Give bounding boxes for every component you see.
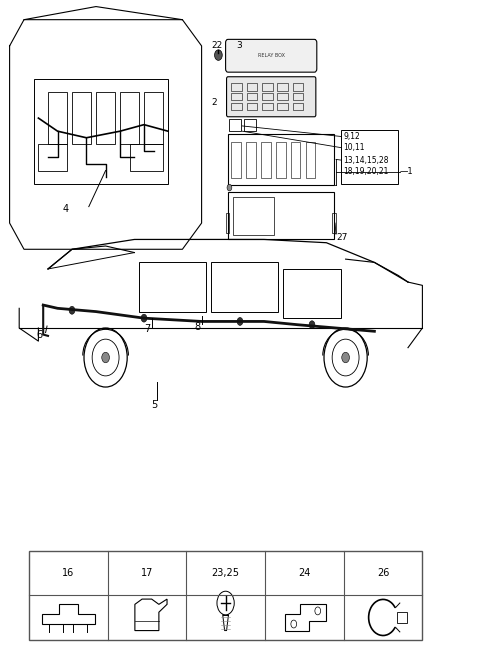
Bar (247, 93, 257, 100)
Bar (233, 197, 274, 235)
FancyBboxPatch shape (227, 77, 316, 117)
Circle shape (102, 352, 109, 363)
Bar (277, 103, 288, 110)
Text: 26: 26 (377, 568, 389, 578)
Bar (139, 262, 206, 312)
Text: 22: 22 (211, 41, 222, 51)
Circle shape (141, 314, 147, 322)
Bar (231, 103, 242, 110)
Bar (228, 192, 334, 239)
Text: 13,14,15,28: 13,14,15,28 (343, 155, 389, 165)
Text: 2: 2 (211, 98, 217, 108)
Bar (244, 119, 256, 131)
Circle shape (342, 352, 349, 363)
Bar (276, 142, 286, 178)
Bar (277, 93, 288, 100)
Text: —1: —1 (400, 167, 413, 176)
Bar (231, 83, 242, 91)
Text: 9,12: 9,12 (343, 132, 360, 141)
Text: 10,11: 10,11 (343, 143, 365, 152)
Text: 27: 27 (336, 233, 348, 242)
Bar (231, 142, 241, 178)
Bar (262, 83, 273, 91)
Circle shape (69, 306, 75, 314)
FancyBboxPatch shape (226, 39, 317, 72)
Bar (231, 93, 242, 100)
Text: 24: 24 (298, 568, 311, 578)
Bar (226, 213, 229, 233)
Bar (262, 93, 273, 100)
Text: 8: 8 (194, 321, 201, 332)
Bar (293, 83, 303, 91)
Circle shape (237, 318, 243, 325)
Bar (211, 262, 278, 312)
Text: RELAY BOX: RELAY BOX (258, 53, 285, 58)
Text: 18,19,20,21: 18,19,20,21 (343, 167, 389, 176)
Bar (247, 103, 257, 110)
Bar (306, 142, 315, 178)
Text: 23,25: 23,25 (212, 568, 240, 578)
Bar (228, 134, 334, 185)
Circle shape (227, 184, 232, 191)
Text: 4: 4 (62, 203, 69, 214)
Bar (293, 103, 303, 110)
Text: 3: 3 (237, 41, 242, 51)
Text: 7: 7 (144, 324, 150, 335)
Text: 5: 5 (151, 400, 157, 411)
Text: 17: 17 (141, 568, 153, 578)
Circle shape (309, 321, 315, 329)
Bar (291, 142, 300, 178)
Bar (262, 103, 273, 110)
Bar (277, 83, 288, 91)
Bar (397, 612, 407, 623)
Circle shape (215, 50, 222, 60)
Bar (29, 551, 422, 640)
Bar (283, 269, 341, 318)
Bar (341, 130, 398, 184)
Bar (293, 93, 303, 100)
Bar (261, 142, 271, 178)
Text: 6: 6 (36, 329, 42, 340)
Bar (247, 83, 257, 91)
Text: 16: 16 (62, 568, 74, 578)
Bar (229, 119, 241, 131)
Bar (246, 142, 256, 178)
Bar (332, 213, 336, 233)
